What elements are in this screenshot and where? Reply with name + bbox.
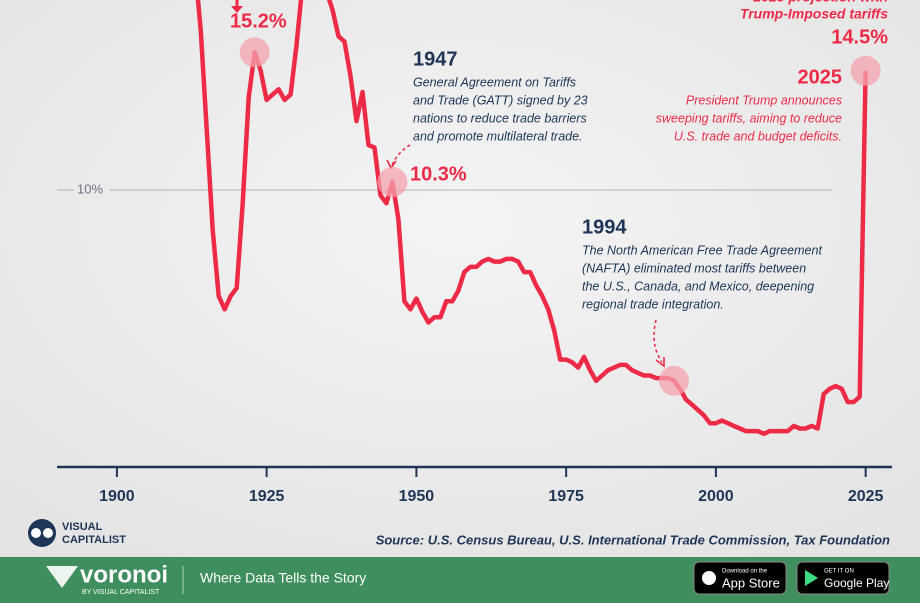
- source: Source: U.S. Census Bureau, U.S. Interna…: [376, 532, 890, 547]
- annotation-value: 15.2%: [230, 10, 287, 32]
- highlight-circle: [658, 365, 689, 396]
- y-tick-label: 10%: [77, 181, 103, 196]
- annotation-text: President Trump announces: [686, 93, 842, 107]
- annotation-text: (NAFTA) eliminated most tariffs between: [582, 261, 806, 275]
- annotation-title: 1947: [413, 48, 458, 70]
- highlight-circle: [850, 55, 881, 86]
- x-tick-label: 2000: [698, 488, 734, 505]
- brand-by: BY VISUAL CAPITALIST: [82, 589, 160, 596]
- x-tick-label: 1950: [399, 488, 435, 505]
- logo-text: CAPITALIST: [62, 534, 126, 546]
- x-tick-label: 2025: [848, 488, 884, 505]
- annotation-text: U.S. trade and budget deficits.: [674, 129, 842, 143]
- dashed-arrow: [391, 144, 411, 166]
- x-tick-label: 1975: [548, 488, 584, 505]
- brand: voronoi: [80, 561, 168, 588]
- annotation-text: and Trade (GATT) signed by 23: [413, 93, 588, 107]
- app-store-button[interactable]: Download on the App Store: [693, 561, 787, 595]
- annotation-title: 1994: [582, 216, 627, 238]
- annotation-text: the U.S., Canada, and Mexico, deepening: [582, 279, 814, 293]
- annotation-text: General Agreement on Tariffs: [413, 75, 576, 89]
- annotation-value: 10.3%: [410, 163, 467, 185]
- annotation-header: Trump-Imposed tariffs: [740, 6, 888, 22]
- button-text: App Store: [722, 575, 780, 590]
- google-play-button[interactable]: GET IT ON Google Play: [796, 561, 890, 595]
- button-text: Download on the: [722, 569, 768, 575]
- data-line: [195, 0, 868, 437]
- annotation-text: regional trade integration.: [582, 297, 724, 311]
- brand-icon: [46, 566, 78, 588]
- x-tick-label: 1900: [99, 488, 135, 505]
- arrow: [231, 6, 243, 13]
- x-tick-label: 1925: [249, 488, 285, 505]
- dashed-arrow: [655, 357, 665, 368]
- annotation-text: The North American Free Trade Agreement: [582, 243, 822, 257]
- annotation-text: nations to reduce trade barriers: [413, 111, 587, 125]
- annotation-title: 2025: [798, 66, 843, 88]
- annotation-value: 14.5%: [831, 26, 888, 48]
- annotation-text: and promote multilateral trade.: [413, 129, 583, 143]
- annotation-header: 2025 projection with: [752, 0, 888, 5]
- tagline: Where Data Tells the Story: [200, 570, 366, 586]
- button-text: GET IT ON: [824, 569, 854, 575]
- plot: 10% 1900 1925 1950 1975 2000 2025: [57, 0, 892, 505]
- highlight-circle: [239, 37, 270, 68]
- annotation-text: sweeping tariffs, aiming to reduce: [656, 111, 842, 125]
- logo: VISUAL CAPITALIST: [28, 519, 126, 547]
- highlight-circle: [377, 167, 408, 198]
- button-text: Google Play: [824, 576, 889, 590]
- logo-text: VISUAL: [62, 521, 103, 533]
